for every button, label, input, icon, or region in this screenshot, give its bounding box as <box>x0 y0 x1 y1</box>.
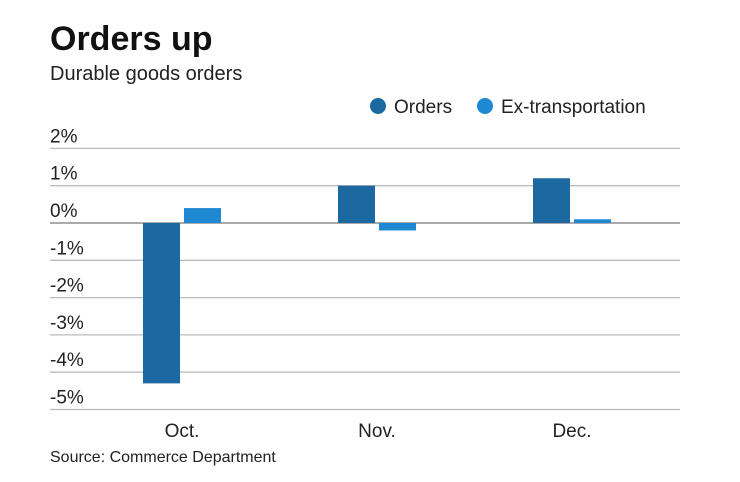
x-tick-label: Dec. <box>552 421 591 442</box>
x-tick-label: Oct. <box>165 421 200 442</box>
y-tick-label: 2% <box>50 126 78 147</box>
y-tick-label: 1% <box>50 164 78 185</box>
bar-orders-nov <box>338 185 375 223</box>
y-tick-label: -1% <box>50 238 84 259</box>
bar-orders-oct <box>143 223 180 384</box>
y-tick-label: -3% <box>50 313 84 334</box>
bar-ex-transportation-oct <box>184 208 221 223</box>
legend-label: Ex-transportation <box>501 97 646 118</box>
bar-ex-transportation-nov <box>379 223 416 231</box>
source-note: Source: Commerce Department <box>50 449 276 466</box>
y-tick-label: -4% <box>50 350 84 371</box>
y-tick-label: 0% <box>50 201 78 222</box>
x-tick-label: Nov. <box>358 421 396 442</box>
bar-ex-transportation-dec <box>574 219 611 223</box>
bar-orders-dec <box>533 178 570 223</box>
y-tick-label: -2% <box>50 276 84 297</box>
chart-title: Orders up <box>50 20 213 58</box>
legend-marker <box>370 98 386 114</box>
y-tick-label: -5% <box>50 388 84 409</box>
legend-marker <box>477 98 493 114</box>
legend-label: Orders <box>394 97 452 118</box>
chart-subtitle: Durable goods orders <box>50 63 243 85</box>
